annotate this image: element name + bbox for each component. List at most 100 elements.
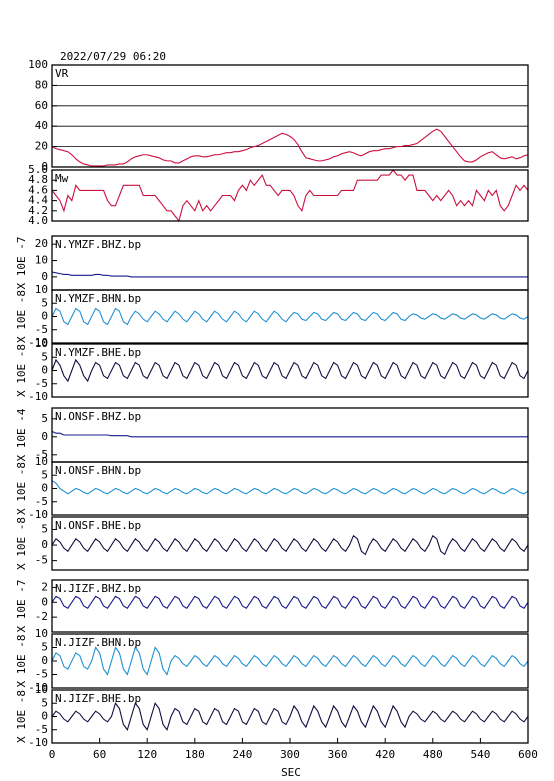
trace [51, 271, 528, 278]
y-axis-label: X 10E -7 [15, 580, 28, 633]
y-tick-label: 10 [35, 627, 48, 640]
y-tick-label: 0 [41, 538, 48, 551]
panel-label: N.YMZF.BHE.bp [55, 346, 141, 359]
panel-frame [51, 461, 529, 516]
y-tick-label: 5 [41, 468, 48, 481]
y-tick-label: 20 [35, 140, 48, 153]
panel-label: N.YMZF.BHZ.bp [55, 238, 141, 251]
y-tick-label: -2 [35, 610, 48, 623]
x-tick-label: 0 [49, 748, 56, 761]
y-tick-label: -5 [35, 323, 48, 336]
y-tick-label: 4.2 [28, 204, 48, 217]
y-tick-label: 40 [35, 119, 48, 132]
y-tick-label: 5 [41, 350, 48, 363]
chart-title: 2022/07/29 06:20 [60, 50, 166, 63]
x-tick-label: 120 [137, 748, 157, 761]
y-tick-label: 60 [35, 99, 48, 112]
x-axis-label: SEC [281, 766, 301, 779]
y-axis-label: X 10E -8 [15, 290, 28, 343]
y-tick-label: 10 [35, 283, 48, 296]
panel-label: N.ONSF.BHE.bp [55, 519, 141, 532]
panel-frame [51, 516, 529, 571]
y-axis-label: X 10E -8 [15, 635, 28, 688]
y-tick-label: 10 [35, 455, 48, 468]
y-axis-label: X 10E -8 [15, 462, 28, 515]
trace [51, 128, 529, 167]
trace [51, 430, 528, 438]
y-axis-label: X 10E -4 [15, 408, 28, 461]
trace [51, 169, 529, 223]
y-tick-label: 0 [41, 595, 48, 608]
trace [51, 358, 529, 383]
panel-frame [51, 579, 529, 633]
y-tick-label: 20 [35, 237, 48, 250]
panel-frame [51, 289, 529, 344]
panel-label: N.JIZF.BHZ.bp [55, 582, 141, 595]
x-tick-label: 240 [232, 748, 252, 761]
trace [51, 595, 529, 609]
y-tick-label: 100 [28, 58, 48, 71]
panel-frame [51, 633, 529, 689]
y-axis-label: X 10E -8 [15, 344, 28, 397]
x-tick-label: 540 [470, 748, 490, 761]
y-tick-label: 0 [41, 364, 48, 377]
y-tick-label: 5.0 [28, 163, 48, 176]
y-tick-label: -5 [35, 554, 48, 567]
panel-label: N.JIZF.BHN.bp [55, 636, 141, 649]
trace [51, 646, 529, 676]
y-tick-label: 4.8 [28, 173, 48, 186]
y-tick-label: 5 [41, 296, 48, 309]
y-axis-label: X 10E -8 [15, 517, 28, 570]
y-axis-label: X 10E -8 [15, 690, 28, 743]
y-tick-label: 0 [41, 160, 48, 173]
y-tick-label: -5 [35, 723, 48, 736]
y-tick-label: 0 [41, 430, 48, 443]
trace [51, 702, 529, 731]
y-tick-label: 0 [41, 310, 48, 323]
x-tick-label: 480 [423, 748, 443, 761]
panel-label: Mw [55, 172, 69, 185]
x-tick-label: 600 [518, 748, 538, 761]
y-tick-label: -10 [28, 508, 48, 521]
x-tick-label: 360 [328, 748, 348, 761]
y-tick-label: -10 [28, 681, 48, 694]
y-tick-label: 4.4 [28, 194, 48, 207]
y-tick-label: -10 [28, 736, 48, 749]
y-tick-label: 10 [35, 337, 48, 350]
y-tick-label: 4.6 [28, 183, 48, 196]
y-tick-label: 5 [41, 641, 48, 654]
y-tick-label: -5 [35, 448, 48, 461]
panel-label: VR [55, 67, 69, 80]
trace [51, 307, 529, 326]
y-tick-label: -10 [28, 336, 48, 349]
y-tick-label: 10 [35, 683, 48, 696]
panel-frame [51, 343, 529, 398]
x-tick-label: 180 [185, 748, 205, 761]
y-tick-label: -5 [35, 377, 48, 390]
trace [51, 534, 529, 556]
panel-label: N.JIZF.BHE.bp [55, 692, 141, 705]
y-tick-label: 5 [41, 522, 48, 535]
y-tick-label: 0 [41, 654, 48, 667]
panel-label: N.ONSF.BHN.bp [55, 464, 141, 477]
y-tick-label: 10 [35, 254, 48, 267]
y-tick-label: 5 [41, 412, 48, 425]
trace [51, 480, 529, 495]
y-tick-label: 2 [41, 580, 48, 593]
x-tick-label: 60 [93, 748, 106, 761]
x-tick-label: 420 [375, 748, 395, 761]
panel-frame [51, 169, 529, 222]
x-tick-label: 300 [280, 748, 300, 761]
y-tick-label: 0 [41, 482, 48, 495]
y-tick-label: -5 [35, 495, 48, 508]
y-tick-label: 5 [41, 696, 48, 709]
panel-label: N.YMZF.BHN.bp [55, 292, 141, 305]
y-tick-label: -10 [28, 390, 48, 403]
y-axis-label: X 10E -7 [15, 237, 28, 290]
panel-frame [51, 64, 529, 168]
y-tick-label: 0 [41, 270, 48, 283]
y-tick-label: -5 [35, 668, 48, 681]
panel-label: N.ONSF.BHZ.bp [55, 410, 141, 423]
y-tick-label: 4.0 [28, 214, 48, 227]
